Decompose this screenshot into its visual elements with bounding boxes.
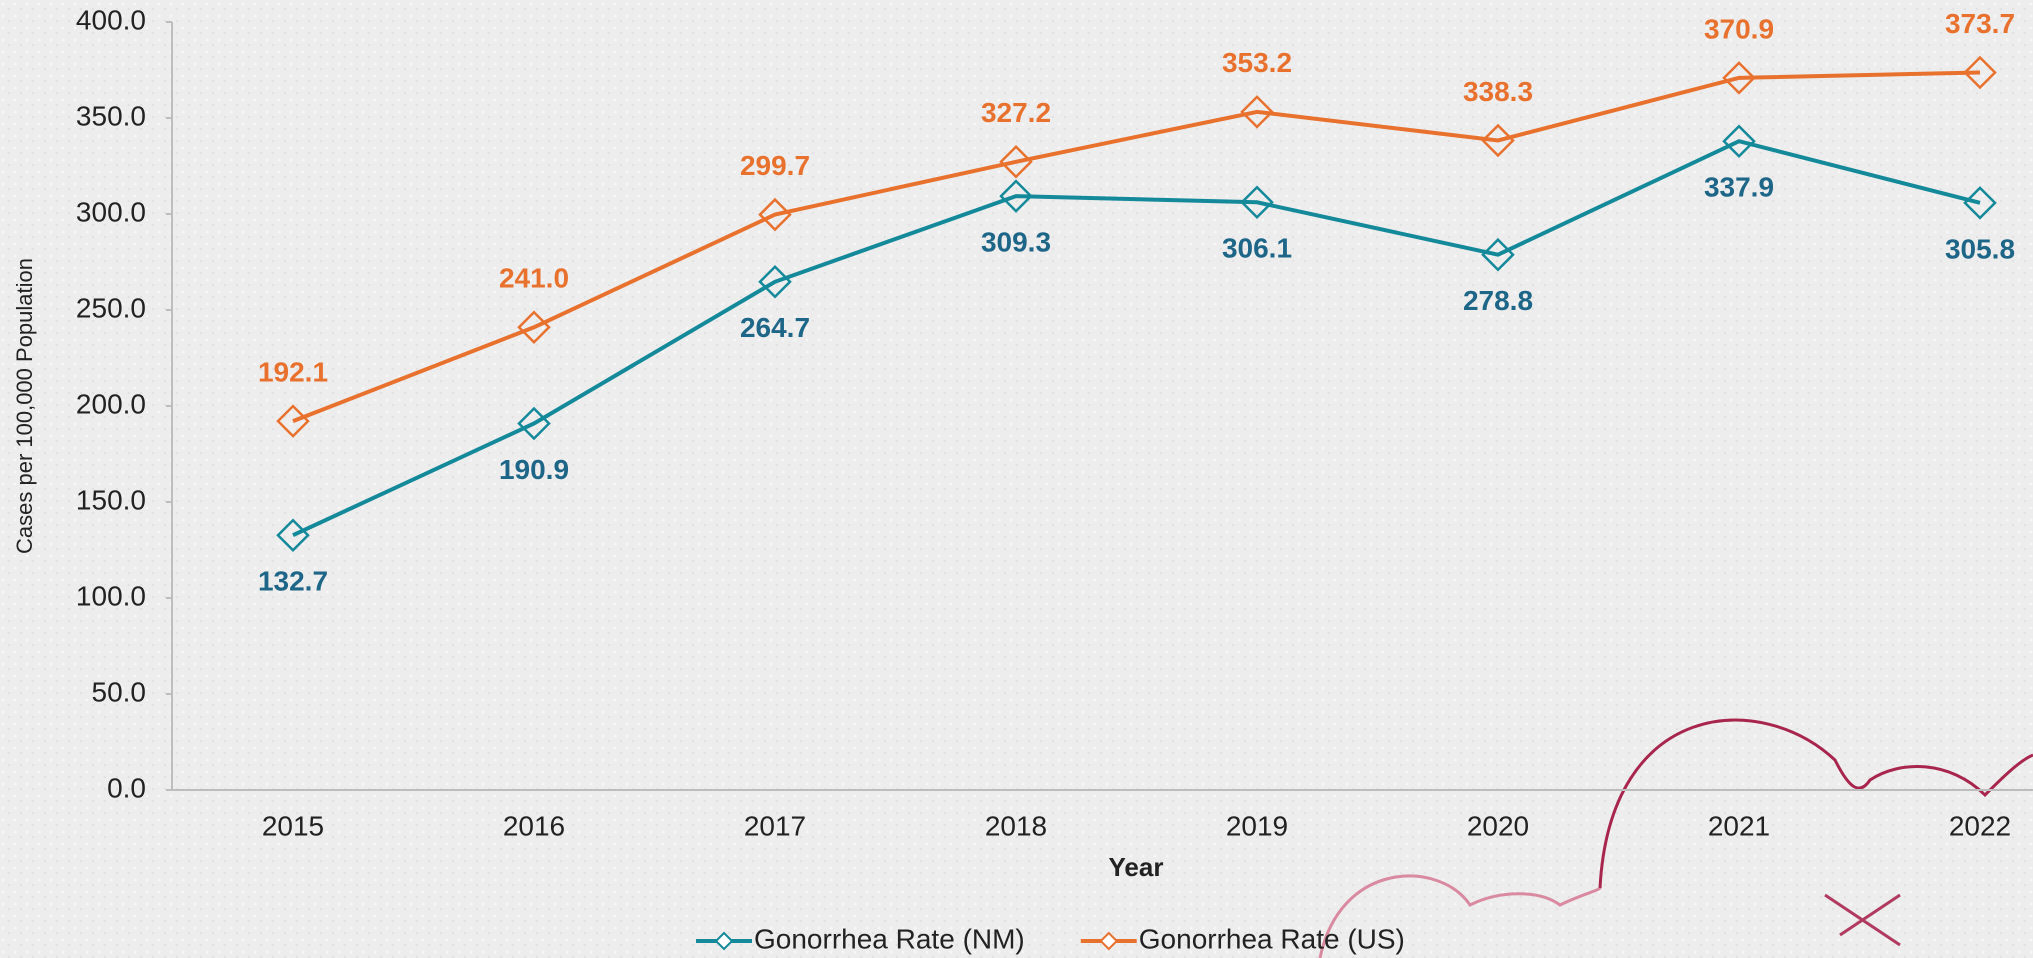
x-tick-label: 2021 bbox=[1708, 810, 1770, 841]
marker bbox=[999, 179, 1033, 213]
x-tick-label: 2016 bbox=[503, 810, 565, 841]
y-axis-title: Cases per 100,000 Population bbox=[12, 258, 37, 554]
marker bbox=[999, 145, 1033, 179]
legend-marker bbox=[714, 931, 734, 951]
y-tick-label: 250.0 bbox=[76, 292, 146, 323]
y-tick-label: 300.0 bbox=[76, 196, 146, 227]
marker bbox=[1722, 124, 1756, 158]
y-tick-label: 150.0 bbox=[76, 484, 146, 515]
data-label: 373.7 bbox=[1945, 8, 2015, 39]
x-tick-label: 2022 bbox=[1949, 810, 2011, 841]
y-tick-label: 200.0 bbox=[76, 388, 146, 419]
marker bbox=[276, 518, 310, 552]
marker bbox=[276, 404, 310, 438]
decoration bbox=[1318, 718, 2033, 958]
marker bbox=[758, 197, 792, 232]
data-label: 353.2 bbox=[1222, 47, 1292, 78]
marker bbox=[517, 406, 551, 441]
marker bbox=[1963, 186, 1997, 220]
series-line bbox=[292, 70, 1981, 424]
data-label: 190.9 bbox=[499, 454, 569, 485]
data-label: 306.1 bbox=[1222, 233, 1292, 264]
data-label: 309.3 bbox=[981, 227, 1051, 258]
data-label: 241.0 bbox=[499, 263, 569, 294]
legend-label: Gonorrhea Rate (US) bbox=[1139, 923, 1405, 954]
data-label: 370.9 bbox=[1704, 13, 1774, 44]
legend-label: Gonorrhea Rate (NM) bbox=[754, 923, 1025, 954]
marker bbox=[758, 265, 792, 299]
y-tick-label: 400.0 bbox=[76, 4, 146, 35]
data-label: 192.1 bbox=[258, 357, 328, 388]
x-tick-label: 2017 bbox=[744, 810, 806, 841]
data-label: 132.7 bbox=[258, 566, 328, 597]
y-tick-label: 50.0 bbox=[92, 676, 147, 707]
marker bbox=[1963, 55, 1997, 90]
marker bbox=[1722, 61, 1756, 95]
x-tick-label: 2020 bbox=[1467, 810, 1529, 841]
x-tick-label: 2018 bbox=[985, 810, 1047, 841]
x-axis-title: Year bbox=[1109, 852, 1164, 882]
data-label: 337.9 bbox=[1704, 172, 1774, 203]
x-tick-label: 2015 bbox=[262, 810, 324, 841]
marker bbox=[1481, 237, 1515, 272]
marker bbox=[1481, 123, 1515, 158]
series-line bbox=[292, 139, 1981, 538]
y-tick-label: 100.0 bbox=[76, 580, 146, 611]
legend-marker bbox=[1099, 931, 1119, 951]
x-tick-label: 2019 bbox=[1226, 810, 1288, 841]
marker bbox=[1240, 95, 1274, 129]
marker bbox=[517, 310, 551, 345]
y-tick-label: 0.0 bbox=[107, 772, 146, 803]
data-label: 278.8 bbox=[1463, 285, 1533, 316]
y-tick-label: 350.0 bbox=[76, 100, 146, 131]
data-label: 327.2 bbox=[981, 97, 1051, 128]
data-label: 338.3 bbox=[1463, 76, 1533, 107]
marker bbox=[1240, 185, 1274, 220]
data-label: 264.7 bbox=[740, 312, 810, 343]
data-label: 299.7 bbox=[740, 150, 810, 181]
data-label: 305.8 bbox=[1945, 233, 2015, 264]
